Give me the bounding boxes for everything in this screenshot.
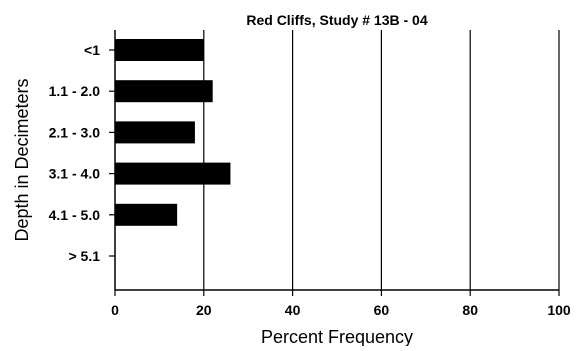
y-axis-title: Depth in Decimeters: [12, 78, 32, 241]
category-label: <1: [84, 42, 100, 58]
x-tick-label: 80: [462, 302, 478, 318]
category-label: 1.1 - 2.0: [49, 83, 101, 99]
category-label: 3.1 - 4.0: [49, 166, 101, 182]
gridlines: [203, 30, 560, 290]
chart-title: Red Cliffs, Study # 13B - 04: [246, 12, 427, 28]
bar: [115, 203, 178, 226]
bars: [115, 39, 231, 226]
x-tick-label: 60: [374, 302, 390, 318]
labels: 0 20 40 60 80 100 <1 1.1 - 2.0 2.1 - 3.0 3.1 - 4.…: [49, 42, 571, 318]
bar: [115, 162, 231, 185]
x-tick-label: 40: [285, 302, 301, 318]
category-label: > 5.1: [68, 248, 100, 264]
bar: [115, 121, 195, 144]
bar: [115, 80, 213, 103]
x-tick-label: 0: [111, 302, 119, 318]
x-tick-label: 100: [547, 302, 571, 318]
axes: [109, 30, 560, 296]
x-axis-title: Percent Frequency: [261, 327, 413, 346]
category-label: 2.1 - 3.0: [49, 124, 101, 140]
category-label: 4.1 - 5.0: [49, 207, 101, 223]
bar: [115, 39, 204, 61]
x-tick-label: 20: [196, 302, 212, 318]
